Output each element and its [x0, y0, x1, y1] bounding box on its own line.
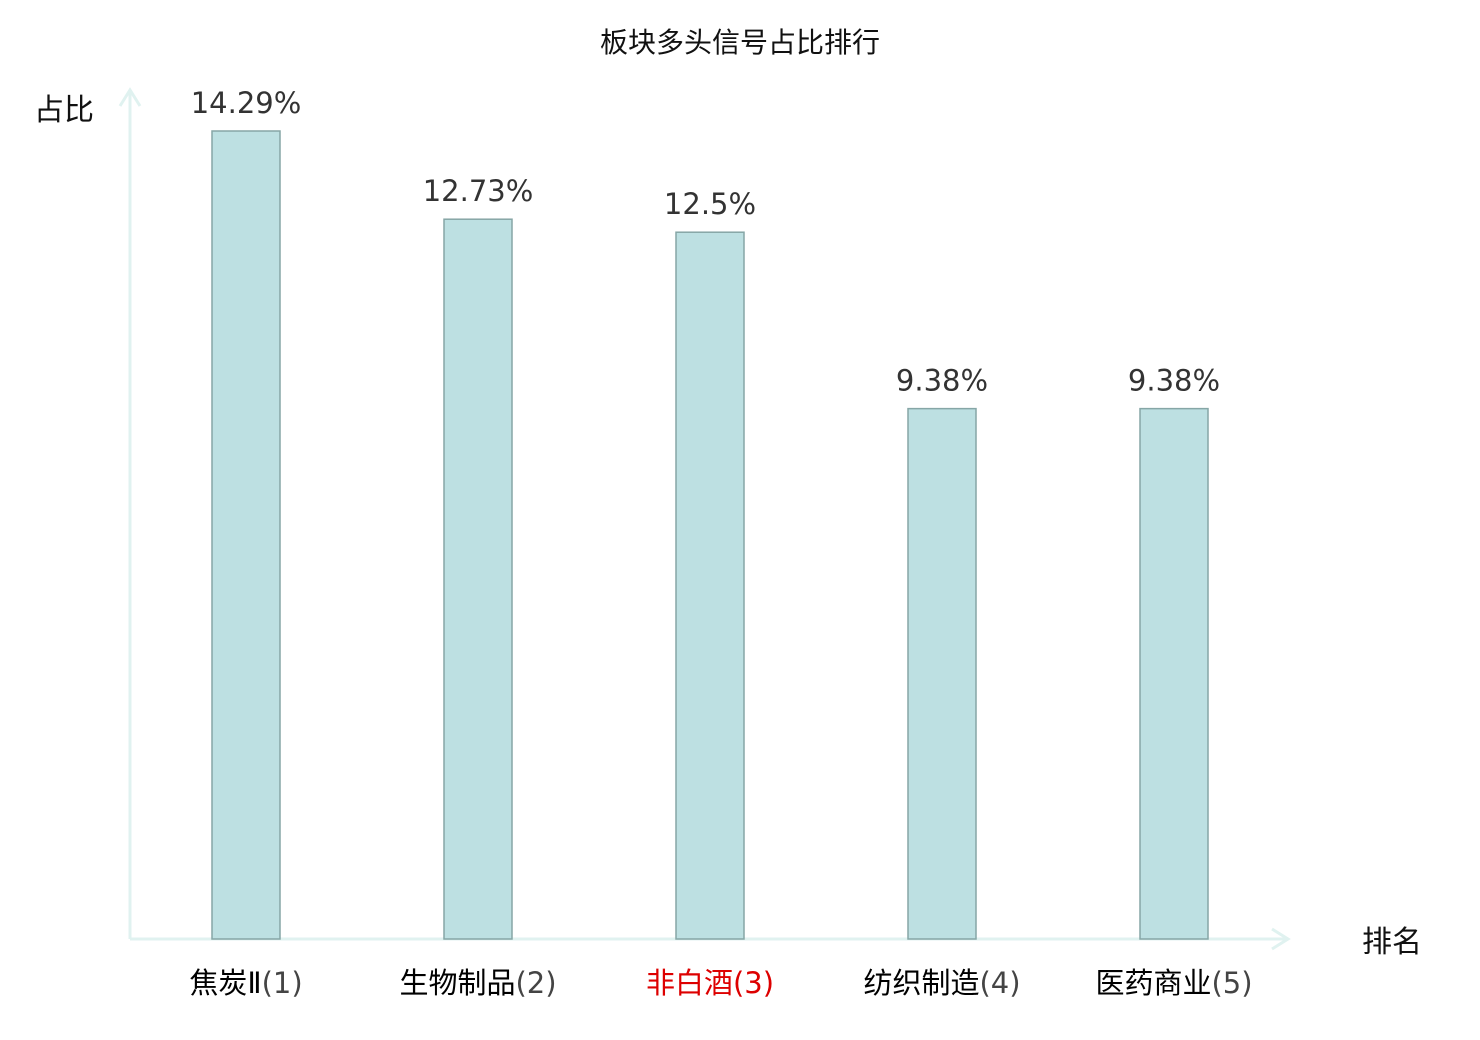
bar	[443, 218, 513, 940]
bar	[907, 407, 977, 940]
category-label: 纺织制造(4)	[863, 966, 1020, 1000]
chart-title: 板块多头信号占比排行	[600, 26, 880, 59]
bar	[211, 130, 281, 940]
value-label: 12.5%	[664, 187, 756, 221]
x-axis-label: 排名	[1362, 925, 1422, 960]
y-axis-arrow	[118, 87, 142, 107]
x-axis-arrow	[1271, 927, 1291, 951]
category-label: 焦炭Ⅱ(1)	[189, 966, 302, 1000]
category-label: 医药商业(5)	[1095, 966, 1252, 1000]
value-label: 9.38%	[1128, 364, 1220, 398]
value-labels: 14.29% 12.73% 12.5% 9.38% 9.38%	[191, 86, 1220, 398]
category-label: 生物制品(2)	[399, 966, 556, 1000]
bar	[1139, 407, 1209, 940]
value-label: 9.38%	[896, 364, 988, 398]
category-labels: 焦炭Ⅱ(1) 生物制品(2) 非白酒(3) 纺织制造(4) 医药商业(5)	[189, 966, 1252, 1000]
bars	[211, 130, 1209, 940]
value-label: 12.73%	[423, 174, 534, 208]
y-axis-label: 占比	[34, 93, 94, 128]
value-label: 14.29%	[191, 86, 302, 120]
bar	[675, 231, 745, 940]
category-label: 非白酒(3)	[646, 966, 774, 1000]
